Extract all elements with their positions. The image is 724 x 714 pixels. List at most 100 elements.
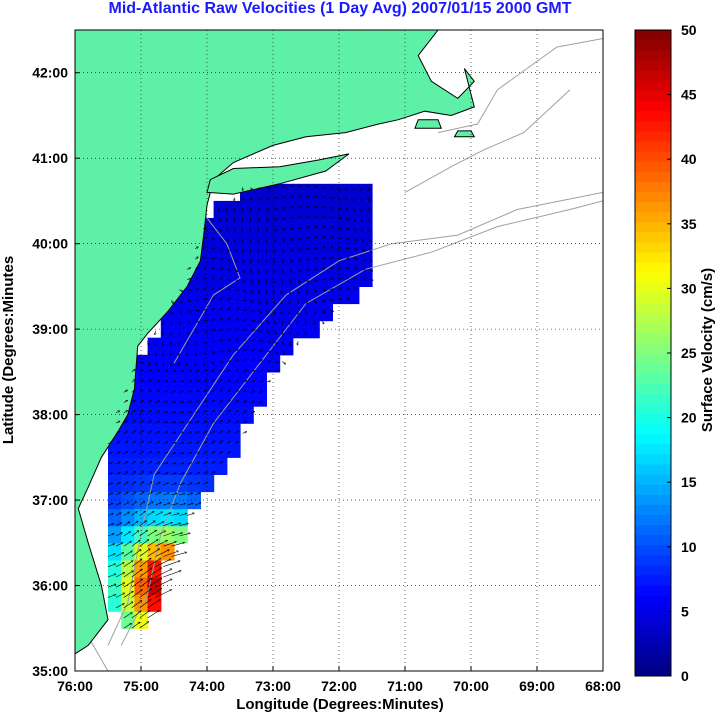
colorbar-segment: [635, 544, 671, 556]
colorbar-tick-label: 40: [681, 151, 697, 167]
velocity-arrow: [194, 380, 199, 383]
velocity-arrow: [139, 502, 145, 506]
long-island: [206, 153, 350, 195]
velocity-arrow: [289, 320, 290, 325]
velocity-arrow: [147, 492, 153, 496]
velocity-arrow: [266, 320, 268, 324]
velocity-arrow: [345, 228, 349, 229]
velocity-arrow: [115, 573, 125, 578]
velocity-arrow: [139, 599, 151, 609]
velocity-arrow: [226, 289, 231, 290]
velocity-arrow: [281, 238, 284, 242]
velocity-arrow: [218, 380, 222, 383]
velocity-arrow: [329, 257, 333, 260]
colorbar-segment: [635, 464, 671, 475]
velocity-arrow: [242, 289, 246, 292]
velocity-arrow: [305, 216, 309, 218]
velocity-cell: [279, 252, 294, 270]
velocity-arrow: [163, 411, 167, 413]
colorbar-tick-label: 25: [681, 345, 697, 361]
colorbar-segment: [635, 494, 671, 505]
velocity-arrow: [282, 218, 285, 219]
velocity-cell: [226, 303, 241, 322]
velocity-arrow: [179, 299, 182, 302]
velocity-arrow: [337, 238, 341, 239]
colorbar-segment: [635, 585, 671, 596]
velocity-arrow: [163, 320, 164, 325]
velocity-arrow: [329, 278, 333, 280]
velocity-cell: [226, 218, 241, 236]
velocity-arrow: [258, 371, 263, 372]
velocity-arrow: [226, 400, 231, 403]
velocity-cell: [240, 406, 254, 424]
velocity-arrow: [226, 298, 231, 301]
velocity-arrow: [131, 550, 141, 557]
velocity-arrow: [290, 269, 291, 273]
velocity-arrow: [139, 549, 150, 557]
velocity-arrow: [251, 197, 252, 201]
velocity-arrow: [329, 198, 333, 199]
velocity-cell: [160, 371, 175, 390]
velocity-cell: [306, 252, 320, 270]
colorbar-segment: [635, 484, 671, 495]
velocity-arrow: [266, 361, 270, 362]
velocity-arrow: [171, 422, 175, 423]
velocity-arrow: [155, 421, 160, 424]
velocity-arrow: [321, 300, 326, 302]
velocity-arrow: [346, 187, 347, 190]
velocity-arrow: [139, 369, 143, 373]
velocity-arrow: [139, 610, 150, 619]
velocity-arrow: [155, 442, 160, 444]
velocity-arrow: [298, 310, 299, 314]
velocity-arrow: [179, 290, 183, 292]
velocity-arrow: [123, 522, 130, 526]
velocity-arrow: [115, 493, 121, 496]
velocity-arrow: [131, 492, 136, 496]
velocity-arrow: [282, 279, 283, 284]
velocity-arrow: [194, 247, 198, 250]
velocity-arrow: [187, 268, 190, 270]
velocity-arrow: [361, 279, 365, 280]
velocity-cell: [134, 389, 149, 407]
velocity-arrow: [202, 278, 206, 280]
colorbar-segment: [635, 564, 671, 576]
velocity-arrow: [171, 453, 175, 454]
velocity-arrow: [131, 369, 135, 373]
velocity-cell: [108, 559, 122, 578]
velocity-arrow: [163, 381, 167, 382]
velocity-arrow: [305, 238, 309, 239]
velocity-cell: [147, 525, 162, 544]
velocity-arrow: [210, 268, 214, 270]
velocity-cell: [174, 508, 188, 527]
velocity-arrow: [202, 361, 205, 366]
velocity-arrow: [210, 288, 214, 291]
velocity-arrow: [163, 513, 171, 516]
velocity-arrow: [289, 258, 292, 262]
bathymetry-contour: [107, 191, 603, 646]
velocity-arrow: [210, 421, 215, 424]
velocity-arrow: [210, 380, 214, 383]
colorbar-label: Surface Velocity (cm/s): [699, 268, 716, 432]
velocity-arrow: [305, 196, 309, 198]
velocity-arrow: [147, 421, 152, 424]
velocity-arrow: [210, 319, 215, 320]
velocity-arrow: [147, 549, 160, 557]
velocity-arrow: [258, 259, 259, 263]
velocity-cell: [240, 320, 254, 339]
velocity-cell: [160, 337, 175, 356]
velocity-arrow: [194, 278, 198, 280]
velocity-arrow: [171, 310, 172, 314]
velocity-cell: [319, 218, 333, 236]
colorbar-segment: [635, 252, 671, 263]
velocity-arrow: [107, 554, 115, 557]
velocity-arrow: [361, 248, 364, 251]
velocity-arrow: [131, 380, 135, 383]
velocity-arrow: [290, 196, 293, 198]
colorbar-segment: [635, 474, 671, 485]
velocity-arrow: [139, 431, 144, 434]
velocity-cell: [226, 320, 241, 339]
velocity-arrow: [123, 623, 132, 629]
velocity-arrow: [187, 412, 191, 413]
velocity-cell: [160, 423, 175, 441]
velocity-arrow: [155, 559, 171, 567]
